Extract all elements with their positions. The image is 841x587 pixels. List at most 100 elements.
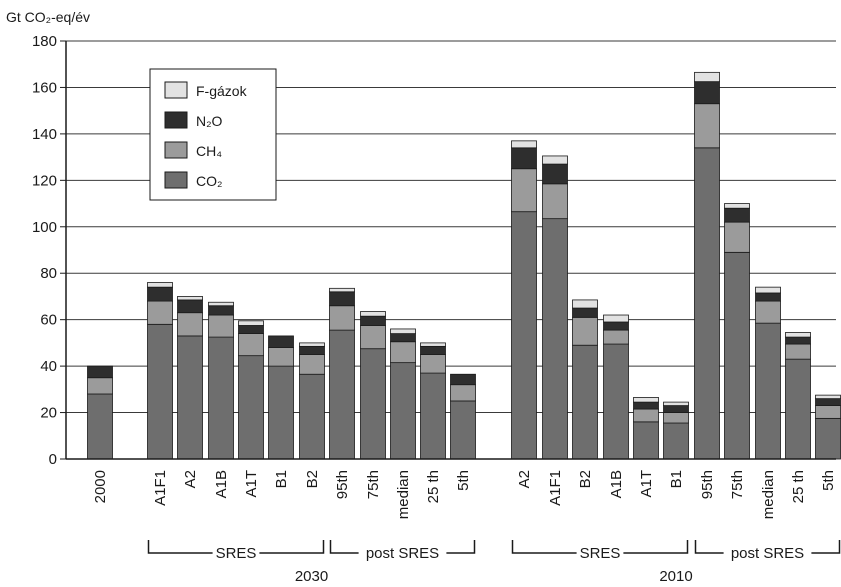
bar-segment [694,147,720,460]
x-tick-label: median [395,470,412,519]
bar-segment [542,183,568,220]
x-tick-label: 75th [365,470,382,499]
x-tick-label: 25 th [425,470,442,503]
group-bracket [811,540,841,554]
bar-segment [663,405,689,413]
x-tick-label: B1 [273,470,290,488]
bar-segment [420,372,446,460]
bar-segment [329,291,355,307]
y-tick-label: 80 [40,265,57,282]
x-tick-labels: 2000 A1F1 A2 A1B A1T B1 B2 95th 75th median 25 th 5… [92,470,837,519]
x-tick-label: 95th [334,470,351,499]
legend-label: CO₂ [196,173,222,189]
bar-segment [633,408,659,423]
x-tick-label: A1T [638,470,655,498]
bar-segment [360,311,386,317]
bar-segment [268,365,294,460]
group-brackets: SRES post SRES SRES post SRES 2030 2010 [147,540,841,585]
bar-segment [208,336,234,460]
x-tick-label: 5th [820,470,837,491]
bar-segment [268,347,294,367]
y-tick-label: 40 [40,358,57,375]
bar-segment [177,312,203,337]
bar-segment [420,345,446,355]
group-bracket [329,540,359,554]
bar-segment [511,211,537,460]
group-bracket [446,540,476,554]
y-tick-label: 0 [49,451,57,468]
bar-segment [603,321,629,331]
bar-segment [420,342,446,347]
legend-swatch [164,81,188,99]
bar-segment [238,333,264,357]
bar-segment [511,140,537,149]
bar-segment [755,322,781,460]
legend-swatch [164,171,188,189]
group-bracket [259,540,325,554]
bar-segment [724,251,750,460]
y-tick-labels: 0 20 40 60 80 100 120 140 160 180 [32,33,57,468]
bar-segment [633,401,659,410]
x-tick-label: A2 [182,470,199,488]
bar-segment [87,377,113,395]
x-tick-label: 75th [729,470,746,499]
bar-segment [360,315,386,326]
group-label: post SRES [366,545,439,562]
bar-segment [633,397,659,403]
bar-segment [87,393,113,460]
y-tick-label: 140 [32,126,57,143]
bar-segment [511,168,537,213]
group-bracket [694,540,724,554]
bar-segment [724,207,750,223]
bar-segment [268,335,294,348]
x-tick-label: A1B [608,470,625,498]
bar-segment [177,296,203,301]
legend-swatch [164,111,188,129]
bar-segment [694,81,720,105]
y-tick-label: 160 [32,79,57,96]
bar-segment [299,345,325,355]
bar-segment [420,354,446,374]
bar-segment [147,282,173,288]
x-tick-label: B2 [304,470,321,488]
bar-segment [785,343,811,360]
axes [65,41,836,460]
bar-segment [603,343,629,460]
bar-segment [147,286,173,302]
y-tick-label: 180 [32,33,57,50]
period-label: 2030 [295,568,328,585]
x-tick-label: 5th [455,470,472,491]
legend: F-gázok N₂O CH₄ CO₂ [149,68,277,201]
bar-segment [360,325,386,350]
bar-segment [724,221,750,253]
bar-segment [147,323,173,460]
bar-segment [663,422,689,460]
bar-segment [572,344,598,460]
x-tick-label: B2 [577,470,594,488]
bar-segment [329,305,355,331]
bar-segment [755,292,781,302]
x-tick-label: 2000 [92,470,109,503]
group-bracket [147,540,213,554]
bars [87,71,841,460]
bar-segment [815,417,841,460]
y-tick-label: 100 [32,219,57,236]
bar-segment [329,287,355,293]
y-tick-label: 120 [32,172,57,189]
x-tick-label: A1F1 [152,470,169,506]
legend-label: N₂O [196,113,223,129]
bar-segment [542,218,568,460]
bar-segment [755,300,781,324]
bar-segment [755,286,781,294]
bar-segment [329,329,355,460]
legend-label: CH₄ [196,143,222,159]
group-bracket [623,540,689,554]
bar-segment [572,316,598,346]
period-label: 2010 [659,568,692,585]
bar-segment [694,103,720,149]
group-label: SRES [580,545,621,562]
bar-segment [208,314,234,338]
bar-segment [694,71,720,83]
bar-segment [360,348,386,460]
